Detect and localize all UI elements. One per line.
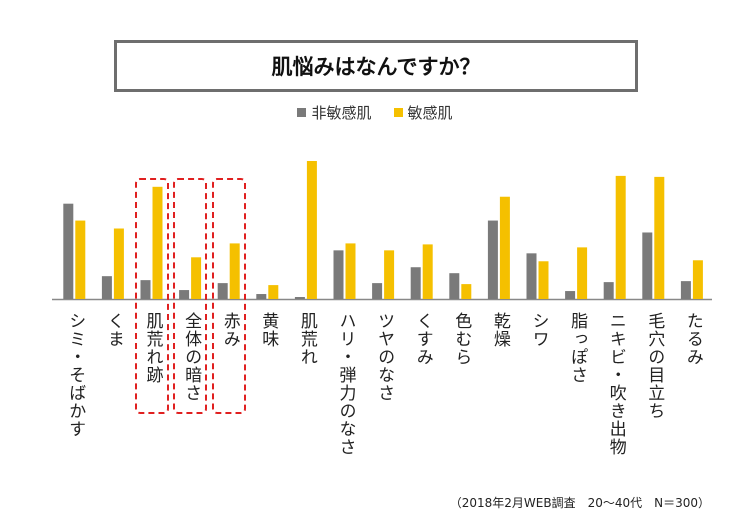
category-label: 赤み <box>219 312 240 348</box>
legend-item-non-sensitive: 非敏感肌 <box>297 102 372 123</box>
bar-sensitive <box>306 160 317 299</box>
category-label: ハリ・弾力のなさ <box>335 312 356 456</box>
bar-sensitive <box>422 244 433 299</box>
bar-sensitive <box>152 186 163 299</box>
category-label: たるみ <box>682 312 703 366</box>
bar-sensitive <box>692 260 703 299</box>
bar-non-sensitive <box>101 276 112 299</box>
bar-non-sensitive <box>680 281 691 299</box>
highlight-box <box>173 178 208 414</box>
category-label: シミ・そばかす <box>65 312 86 438</box>
category-label: 脂っぽさ <box>567 312 588 384</box>
bar-sensitive <box>229 243 240 299</box>
bar-sensitive <box>113 228 124 299</box>
bar-non-sensitive <box>63 203 74 299</box>
bar-non-sensitive <box>449 273 460 299</box>
footnote: （2018年2月WEB調査 20〜40代 N＝300） <box>449 496 710 510</box>
bar-sensitive <box>654 176 665 299</box>
bar-non-sensitive <box>140 280 151 299</box>
bar-non-sensitive <box>333 250 344 299</box>
category-label: シワ <box>528 312 549 348</box>
category-label: くま <box>103 312 124 348</box>
legend-swatch <box>393 108 403 117</box>
bar-sensitive <box>461 284 472 299</box>
category-label: 黄味 <box>258 312 279 348</box>
legend-label: 非敏感肌 <box>311 104 372 122</box>
bar-non-sensitive <box>487 220 498 299</box>
highlight-box <box>134 178 169 414</box>
bar-non-sensitive <box>410 267 421 299</box>
bar-sensitive <box>191 257 202 299</box>
category-label: ツヤのなさ <box>374 312 395 402</box>
bar-non-sensitive <box>179 290 190 299</box>
legend-label: 敏感肌 <box>407 104 453 122</box>
bar-non-sensitive <box>294 297 305 299</box>
bar-non-sensitive <box>217 283 228 299</box>
category-label: 肌荒れ <box>296 312 317 366</box>
bar-sensitive <box>384 250 395 299</box>
legend: 非敏感肌 敏感肌 <box>0 102 750 123</box>
category-label: 肌荒れ跡 <box>142 312 163 384</box>
category-label: 毛穴の目立ち <box>644 312 665 420</box>
bar-sensitive <box>268 285 279 299</box>
category-label: 乾燥 <box>489 312 510 348</box>
legend-swatch <box>297 108 307 117</box>
bar-sensitive <box>345 243 356 299</box>
category-label: ニキビ・吹き出物 <box>605 312 626 456</box>
bar-sensitive <box>615 175 626 299</box>
bar-sensitive <box>577 247 588 299</box>
chart-title: 肌悩みはなんですか？ <box>114 40 638 92</box>
bar-sensitive <box>75 220 86 299</box>
bar-sensitive <box>538 261 549 299</box>
bar-non-sensitive <box>603 282 614 299</box>
bar-non-sensitive <box>372 283 383 299</box>
bar-sensitive <box>499 196 510 299</box>
legend-item-sensitive: 敏感肌 <box>393 102 453 123</box>
bar-non-sensitive <box>256 294 267 299</box>
highlight-box <box>211 178 246 414</box>
bar-non-sensitive <box>642 232 653 299</box>
category-label: 色むら <box>451 312 472 366</box>
bar-non-sensitive <box>565 291 576 299</box>
bar-non-sensitive <box>526 253 537 299</box>
category-label: 全体の暗さ <box>181 312 202 402</box>
category-label: くすみ <box>412 312 433 366</box>
